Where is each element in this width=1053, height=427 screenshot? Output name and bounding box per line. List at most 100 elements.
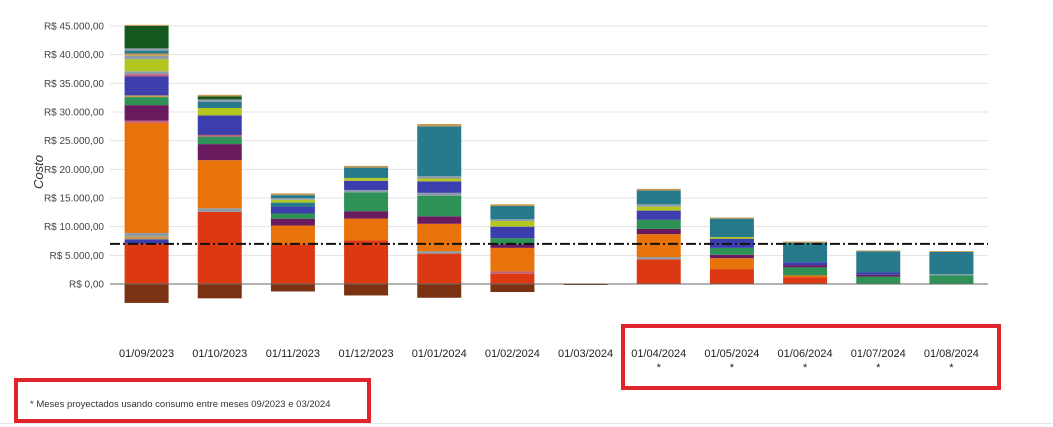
bars: [124, 24, 974, 303]
bar-segment: [197, 208, 242, 212]
bar-segment-negative: [490, 284, 535, 293]
bar-segment-negative: [417, 284, 462, 298]
bar-segment: [709, 236, 754, 239]
x-tick-label: 01/01/2024: [412, 348, 467, 360]
bar-segment: [490, 219, 535, 221]
bar-segment: [929, 275, 974, 284]
bar-segment: [344, 218, 389, 241]
bar-segment: [197, 115, 242, 135]
bar-segment: [124, 74, 169, 77]
bar-segment: [929, 251, 974, 275]
bar-segment: [636, 219, 681, 229]
bar-segment: [344, 177, 389, 181]
bar-segment: [417, 181, 462, 193]
x-tick-label: 01/09/2023: [119, 348, 174, 360]
bar-segment: [709, 217, 754, 219]
bar-segment: [709, 254, 754, 259]
x-tick-label: 01/03/2024: [558, 348, 613, 360]
bar-segment: [270, 198, 315, 200]
bar-segment: [270, 225, 315, 245]
x-tick-label: 01/06/2024: [778, 348, 833, 360]
projected-marker: *: [657, 362, 662, 374]
bar-segment: [197, 94, 242, 97]
bar-segment: [490, 273, 535, 284]
bar-segment: [197, 96, 242, 100]
bar-segment: [270, 213, 315, 219]
y-tick-label: R$ 25.000,00: [44, 136, 104, 147]
bar-segment: [417, 216, 462, 224]
bar-segment-negative: [270, 284, 315, 292]
bar-segment: [124, 55, 169, 60]
bar-segment: [417, 195, 462, 217]
bar-segment: [197, 99, 242, 102]
bar-segment: [490, 244, 535, 248]
bar-segment: [344, 167, 389, 178]
bar-segment: [124, 120, 169, 123]
projected-months-highlight: [621, 324, 1001, 390]
x-tick-label: 01/11/2023: [266, 348, 320, 360]
bar-segment: [856, 251, 901, 273]
bar-segment: [709, 269, 754, 284]
bar-segment: [417, 124, 462, 127]
bar-segment: [124, 91, 169, 96]
x-tick-label: 01/02/2024: [485, 348, 540, 360]
y-tick-label: R$ 45.000,00: [44, 22, 104, 33]
bar-segment: [124, 26, 169, 49]
bar-segment: [197, 107, 242, 116]
bar-segment: [490, 247, 535, 272]
bar-segment: [124, 71, 169, 75]
bar-segment: [783, 265, 828, 268]
bar-segment: [856, 276, 901, 284]
bar-segment: [636, 188, 681, 191]
bar-segment: [270, 199, 315, 203]
bar-segment: [124, 24, 169, 26]
bar-segment: [344, 211, 389, 219]
bar-segment: [124, 50, 169, 54]
bar-segment: [417, 251, 462, 254]
bar-segment: [929, 274, 974, 276]
bar-segment: [783, 275, 828, 278]
bar-segment: [490, 226, 535, 239]
bar-segment: [124, 236, 169, 240]
bar-segment: [197, 160, 242, 209]
y-tick-label: R$ 15.000,00: [44, 194, 104, 205]
bar-segment: [344, 189, 389, 193]
bar-segment-negative: [124, 284, 169, 303]
bar-segment: [490, 206, 535, 220]
bottom-divider: [0, 423, 1053, 424]
bar-segment: [783, 277, 828, 284]
bar-segment: [417, 126, 462, 177]
bar-segment: [636, 210, 681, 220]
bar-segment: [490, 271, 535, 274]
bar-segment: [709, 218, 754, 237]
bar-segment: [124, 97, 169, 106]
bar-segment: [636, 257, 681, 260]
bar-segment: [636, 206, 681, 211]
bar-segment-negative: [344, 284, 389, 296]
bar-segment: [636, 259, 681, 284]
bar-segment: [856, 274, 901, 277]
bar-segment: [197, 136, 242, 145]
bar-segment: [124, 232, 169, 237]
bar-segment: [124, 239, 169, 244]
bar-segment: [636, 234, 681, 258]
bar-segment: [417, 223, 462, 252]
projected-marker: *: [803, 362, 808, 374]
bar-segment: [417, 178, 462, 182]
bar-segment: [856, 272, 901, 275]
projected-marker: *: [876, 362, 881, 374]
y-tick-label: R$ 20.000,00: [44, 165, 104, 176]
bar-segment: [124, 53, 169, 56]
bar-segment: [344, 180, 389, 190]
bar-segment: [709, 247, 754, 255]
bar-segment: [417, 192, 462, 196]
bar-segment: [783, 267, 828, 276]
bar-segment: [124, 48, 169, 51]
bar-segment: [417, 253, 462, 284]
bar-segment: [636, 204, 681, 207]
bar-segment: [270, 244, 315, 284]
bar-segment: [344, 192, 389, 212]
bar-segment: [344, 165, 389, 168]
bar-segment: [490, 204, 535, 207]
